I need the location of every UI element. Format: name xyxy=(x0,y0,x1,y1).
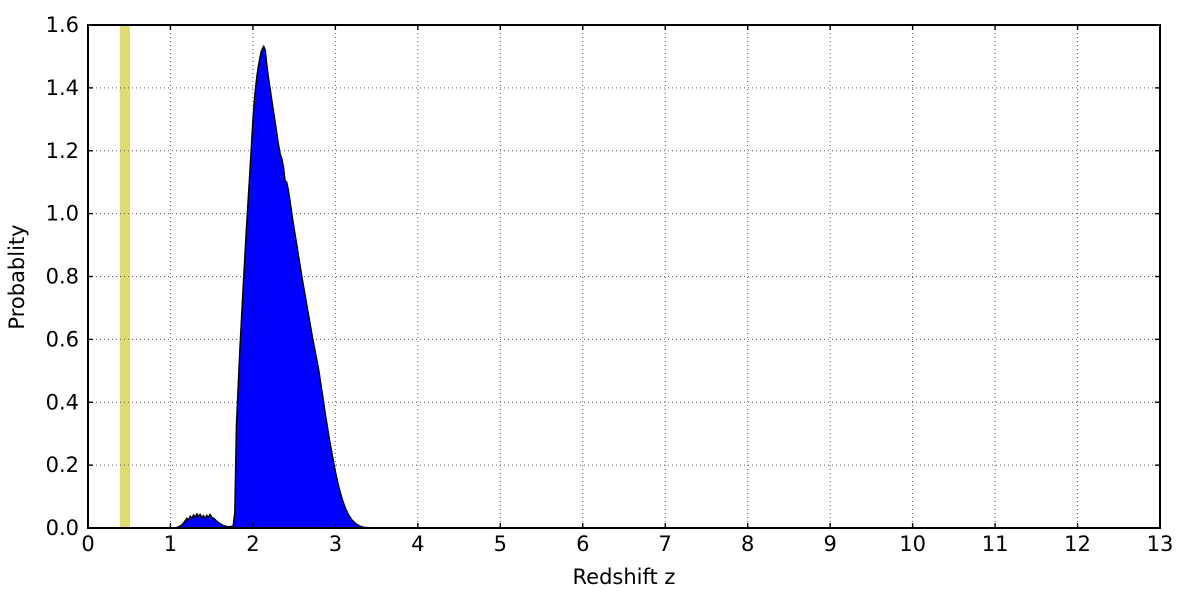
y-tick-label: 1.6 xyxy=(46,13,79,37)
x-tick-label: 4 xyxy=(411,532,424,556)
x-tick-label: 11 xyxy=(982,532,1009,556)
y-tick-label: 0.0 xyxy=(46,516,79,540)
x-tick-label: 9 xyxy=(823,532,836,556)
x-tick-label: 2 xyxy=(246,532,259,556)
y-tick-label: 1.2 xyxy=(46,139,79,163)
series-0 xyxy=(88,45,1160,528)
data-series-layer xyxy=(88,45,1160,528)
y-tick-label: 0.2 xyxy=(46,453,79,477)
x-axis: 0 1 2 3 4 5 6 7 8 9 10 11 12 13 xyxy=(81,25,1173,556)
x-axis-title: Redshift z xyxy=(573,565,676,589)
x-tick-label: 3 xyxy=(329,532,342,556)
y-tick-label: 1.0 xyxy=(46,202,79,226)
y-tick-label: 0.6 xyxy=(46,327,79,351)
y-axis: 0.0 0.2 0.4 0.6 0.8 1.0 1.2 1.4 1.6 xyxy=(46,13,1160,540)
y-tick-label: 0.4 xyxy=(46,390,79,414)
series-area-fill xyxy=(88,46,1160,528)
x-tick-label: 12 xyxy=(1064,532,1091,556)
y-tick-label: 0.8 xyxy=(46,265,79,289)
x-tick-label: 7 xyxy=(659,532,672,556)
y-tick-label: 1.4 xyxy=(46,76,79,100)
x-tick-label: 5 xyxy=(494,532,507,556)
x-tick-label: 10 xyxy=(899,532,926,556)
gridlines xyxy=(88,25,1160,528)
series-outline xyxy=(88,45,1160,528)
x-tick-label: 0 xyxy=(81,532,94,556)
x-tick-label: 8 xyxy=(741,532,754,556)
y-axis-title: Probablity xyxy=(5,224,29,329)
x-tick-label: 1 xyxy=(164,532,177,556)
x-tick-label: 13 xyxy=(1147,532,1174,556)
x-tick-label: 6 xyxy=(576,532,589,556)
